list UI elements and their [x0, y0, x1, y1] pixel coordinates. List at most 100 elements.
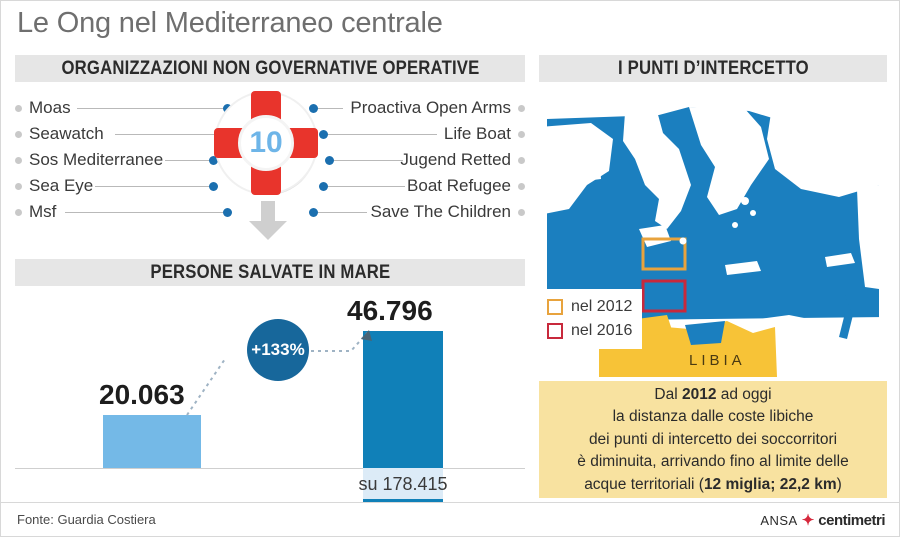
- brand-logo: ANSA ✦ centimetri: [760, 511, 885, 530]
- logo-star-icon: ✦: [801, 512, 815, 529]
- note-box: Dal 2012 ad oggi la distanza dalle coste…: [539, 381, 887, 498]
- map-country-label: LIBIA: [689, 352, 746, 369]
- ngo-name: Save The Children: [370, 202, 512, 221]
- ngo-count: 10: [249, 126, 283, 159]
- section-header-ngos-label: ORGANIZZAZIONI NON GOVERNATIVE OPERATIVE: [61, 57, 479, 79]
- legend-swatch-2016-icon: [547, 323, 563, 339]
- leader-line: [315, 212, 367, 213]
- list-item[interactable]: Msf: [15, 199, 205, 225]
- bullet-icon: [15, 156, 22, 164]
- note-line-3: dei punti di intercetto dei soccorritori: [588, 430, 838, 448]
- leader-line: [327, 134, 437, 135]
- bullet-icon: [15, 182, 22, 190]
- bullet-icon: [518, 156, 525, 164]
- section-header-ngos: ORGANIZZAZIONI NON GOVERNATIVE OPERATIVE: [15, 55, 525, 82]
- bullet-icon: [518, 104, 525, 112]
- bar-2016: [363, 331, 443, 468]
- section-header-intercept-label: I PUNTI D’INTERCETTO: [617, 57, 809, 79]
- legend-label-2016: nel 2016: [571, 322, 633, 339]
- lifebuoy-center: 10: [238, 115, 294, 171]
- ngo-name: Proactiva Open Arms: [350, 98, 511, 117]
- note-line-5: acque territoriali (12 miglia; 22,2 km): [584, 474, 842, 495]
- list-item[interactable]: Save The Children: [335, 199, 525, 225]
- bullet-icon: [518, 182, 525, 190]
- list-item[interactable]: Sos Mediterranee: [15, 147, 205, 173]
- connector-dot: [309, 104, 318, 113]
- note-line-1: Dal 2012 ad oggi: [654, 384, 771, 405]
- connector-dot: [319, 182, 328, 191]
- note-line-1-a: Dal: [654, 386, 682, 404]
- legend-item-2016[interactable]: nel 2016: [547, 319, 632, 343]
- note-distance: 12 miglia; 22,2 km: [703, 475, 837, 493]
- footer: Fonte: Guardia Costiera ANSA ✦ centimetr…: [1, 502, 899, 536]
- ngo-name: Moas: [29, 98, 71, 117]
- note-line-1-year: 2012: [681, 386, 717, 404]
- section-header-rescued-label: PERSONE SALVATE IN MARE: [149, 261, 390, 283]
- growth-connector: [186, 330, 372, 416]
- leader-line: [165, 160, 213, 161]
- rescued-bar-chart: su 178.415 20.063 46.796 +133% 2015 2016: [15, 293, 525, 535]
- map-legend: nel 2012 nel 2016: [539, 289, 643, 349]
- bullet-icon: [518, 130, 525, 138]
- legend-item-2012[interactable]: nel 2012: [547, 295, 632, 319]
- logo-ansa-text: ANSA: [760, 512, 798, 528]
- mediterranean-map[interactable]: LIBIA nel 2012 nel 2016: [539, 89, 887, 377]
- list-item[interactable]: Boat Refugee: [335, 173, 525, 199]
- ngo-name: Msf: [29, 202, 57, 221]
- list-item[interactable]: Proactiva Open Arms: [335, 95, 525, 121]
- ngo-list-left: Moas Seawatch Sos Mediterranee Sea Eye M…: [15, 95, 205, 225]
- ngo-name: Life Boat: [443, 124, 511, 143]
- note-line-2: la distanza dalle coste libiche: [612, 408, 814, 426]
- connector-dot: [223, 208, 232, 217]
- map-svg: LIBIA: [539, 89, 887, 377]
- list-item[interactable]: Life Boat: [335, 121, 525, 147]
- bar-2015: [103, 415, 201, 468]
- ngo-name: Jugend Retted: [400, 150, 511, 169]
- leader-line: [95, 186, 213, 187]
- source-label: Fonte: Guardia Costiera: [17, 512, 156, 527]
- logo-centimetri-text: centimetri: [818, 511, 885, 529]
- list-item[interactable]: Jugend Retted: [335, 147, 525, 173]
- note-line-1-c: ad oggi: [716, 386, 772, 404]
- bullet-icon: [15, 130, 22, 138]
- page-title: Le Ong nel Mediterraneo centrale: [17, 7, 443, 39]
- chart-baseline: [15, 468, 525, 469]
- lifebuoy-icon: 10: [214, 91, 320, 197]
- leader-line: [315, 108, 343, 109]
- ngo-name: Seawatch: [29, 124, 104, 143]
- connector-dot: [319, 130, 328, 139]
- connector-dot: [325, 156, 334, 165]
- list-item[interactable]: Moas: [15, 95, 205, 121]
- bullet-icon: [15, 208, 22, 216]
- base-note-label: su 178.415: [358, 474, 448, 494]
- connector-dot: [223, 104, 232, 113]
- bullet-icon: [518, 208, 525, 216]
- bullet-icon: [15, 104, 22, 112]
- note-line-4: è diminuita, arrivando fino al limite de…: [577, 453, 849, 471]
- growth-badge: +133%: [247, 319, 309, 381]
- connector-dot: [309, 208, 318, 217]
- leader-line: [77, 108, 227, 109]
- leader-line: [327, 186, 405, 187]
- note-line-5-c: ): [836, 475, 842, 493]
- section-header-intercept: I PUNTI D’INTERCETTO: [539, 55, 887, 82]
- legend-label-2012: nel 2012: [571, 298, 633, 315]
- list-item[interactable]: Seawatch: [15, 121, 205, 147]
- section-header-rescued: PERSONE SALVATE IN MARE: [15, 259, 525, 286]
- intercept-box-2016: [641, 279, 687, 313]
- leader-line: [65, 212, 227, 213]
- intercept-box-2012: [641, 237, 687, 271]
- leader-line: [333, 160, 403, 161]
- ngo-name: Sos Mediterranee: [29, 150, 164, 169]
- bar-2016-base-band: [363, 468, 443, 499]
- list-item[interactable]: Sea Eye: [15, 173, 205, 199]
- bar-value-2016: 46.796: [347, 295, 433, 326]
- ngo-list-right: Proactiva Open Arms Life Boat Jugend Ret…: [335, 95, 525, 225]
- ngo-panel: 10 Moas Seawatch Sos Mediterranee Sea Ey…: [15, 91, 525, 231]
- arrow-down-icon: [249, 201, 287, 240]
- connector-dot: [209, 182, 218, 191]
- bar-value-2015: 20.063: [99, 379, 185, 410]
- note-line-5-a: acque territoriali (: [584, 475, 704, 493]
- growth-badge-label: +133%: [251, 340, 305, 359]
